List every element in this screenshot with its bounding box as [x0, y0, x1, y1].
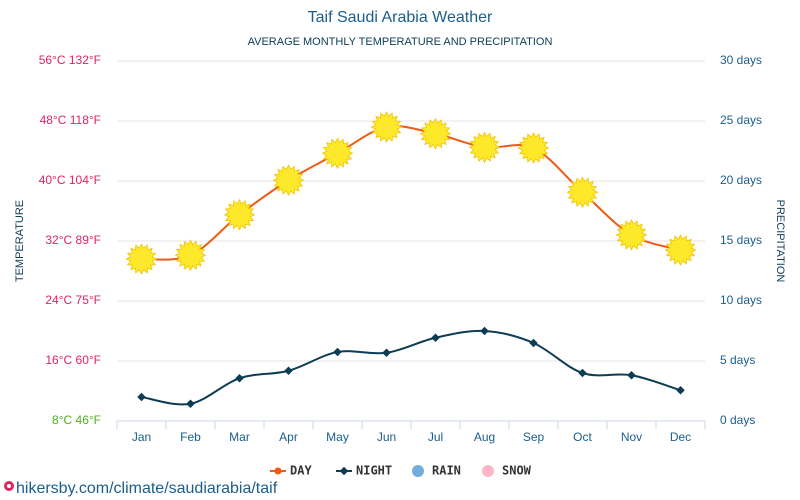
source-link[interactable]: hikersby.com/climate/saudiarabia/taif	[16, 480, 278, 497]
x-tick-label: Jul	[428, 430, 443, 444]
sun-marker	[321, 137, 354, 170]
chart-title: Taif Saudi Arabia Weather	[308, 9, 493, 26]
legend-label: SNOW	[502, 464, 532, 478]
x-tick-label: Oct	[573, 430, 592, 444]
sun-marker	[272, 164, 305, 197]
x-tick-label: Jan	[132, 430, 151, 444]
y-tick-label: 48°C 118°F	[40, 113, 101, 127]
point-marker	[382, 348, 391, 357]
legend-item: DAY	[270, 464, 312, 478]
x-tick-label: Apr	[279, 430, 298, 444]
sun-marker	[468, 131, 501, 164]
x-tick-label: Nov	[621, 430, 642, 444]
sun-marker	[419, 117, 452, 150]
sun-marker	[370, 111, 403, 143]
y2-tick-label: 15 days	[720, 233, 762, 247]
sun-marker	[517, 132, 550, 164]
legend-item: RAIN	[412, 464, 461, 478]
point-marker	[186, 399, 195, 408]
y-tick-label: 56°C 132°F	[39, 53, 101, 67]
point-marker	[431, 333, 440, 342]
legend-symbol	[412, 465, 424, 477]
y2-tick-label: 0 days	[720, 413, 755, 427]
chart-subtitle: AVERAGE MONTHLY TEMPERATURE AND PRECIPIT…	[248, 36, 553, 48]
y2-axis-label: PRECIPITATION	[774, 200, 786, 283]
y2-tick-label: 20 days	[720, 173, 762, 187]
legend-label: DAY	[290, 464, 312, 478]
x-tick-label: Mar	[229, 430, 250, 444]
y2-tick-label: 25 days	[720, 113, 762, 127]
legend-label: NIGHT	[356, 464, 392, 478]
y2-tick-label: 10 days	[720, 293, 762, 307]
series-line	[141, 125, 681, 261]
point-marker	[627, 371, 636, 380]
legend-label: RAIN	[432, 464, 461, 478]
x-tick-label: Sep	[523, 430, 545, 444]
series-line	[141, 329, 681, 406]
y2-tick-label: 5 days	[720, 353, 755, 367]
point-marker	[578, 368, 587, 378]
legend-item: SNOW	[482, 464, 532, 478]
sun-marker	[174, 239, 207, 272]
source-pin	[4, 481, 14, 491]
sun-marker	[566, 176, 599, 209]
y-tick-label: 16°C 60°F	[45, 353, 101, 367]
legend-symbol	[274, 467, 282, 475]
y-tick-label: 40°C 104°F	[39, 173, 101, 187]
y2-tick-label: 30 days	[720, 53, 762, 67]
point-marker	[333, 347, 342, 357]
point-marker	[676, 386, 685, 395]
sun-marker	[615, 219, 648, 251]
point-marker	[235, 374, 244, 383]
sun-marker	[125, 243, 158, 275]
y-tick-label: 24°C 75°F	[45, 293, 101, 307]
sun-marker	[223, 198, 256, 231]
x-tick-label: Feb	[180, 430, 201, 444]
y-axis-label: TEMPERATURE	[14, 200, 26, 282]
legend-symbol	[482, 465, 494, 477]
point-marker	[137, 392, 146, 402]
point-marker	[284, 366, 293, 375]
x-tick-label: Aug	[474, 430, 495, 444]
legend-item: NIGHT	[336, 464, 392, 478]
x-tick-label: Dec	[670, 430, 691, 444]
y-tick-label: 8°C 46°F	[52, 413, 101, 427]
point-marker	[480, 326, 489, 336]
sun-marker	[664, 234, 697, 266]
y-tick-label: 32°C 89°F	[45, 233, 101, 247]
point-marker	[529, 338, 538, 348]
x-tick-label: Jun	[377, 430, 396, 444]
x-tick-label: May	[326, 430, 349, 444]
legend-symbol	[339, 466, 349, 476]
